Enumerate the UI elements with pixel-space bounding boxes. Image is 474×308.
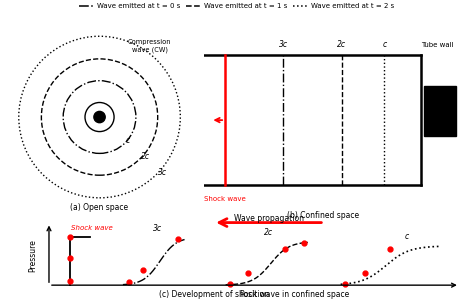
- Text: 2c: 2c: [141, 152, 151, 161]
- Text: Position: Position: [239, 290, 269, 299]
- Text: 2c: 2c: [337, 40, 346, 49]
- Text: (a) Open space: (a) Open space: [71, 203, 128, 213]
- Legend: Wave emitted at t = 0 s, Wave emitted at t = 1 s, Wave emitted at t = 2 s: Wave emitted at t = 0 s, Wave emitted at…: [77, 0, 397, 12]
- Bar: [424, 86, 456, 136]
- Circle shape: [94, 111, 105, 123]
- Text: (c) Development of shock wave in confined space: (c) Development of shock wave in confine…: [159, 290, 349, 299]
- Text: Shock wave: Shock wave: [71, 225, 113, 231]
- Text: Wave propagation: Wave propagation: [234, 214, 304, 223]
- Text: c: c: [126, 136, 130, 145]
- Text: Pressure: Pressure: [28, 239, 37, 272]
- Text: c: c: [382, 40, 386, 49]
- Text: 3c: 3c: [153, 224, 163, 233]
- Text: 2c: 2c: [264, 228, 273, 237]
- Text: 3c: 3c: [279, 40, 288, 49]
- Text: Shock wave: Shock wave: [204, 197, 246, 202]
- Text: c: c: [404, 233, 409, 241]
- Text: Tube wall: Tube wall: [421, 42, 454, 48]
- Text: Compression
wave (CW): Compression wave (CW): [128, 39, 172, 53]
- Text: (b) Confined space: (b) Confined space: [287, 211, 359, 220]
- Text: 3c: 3c: [158, 168, 167, 177]
